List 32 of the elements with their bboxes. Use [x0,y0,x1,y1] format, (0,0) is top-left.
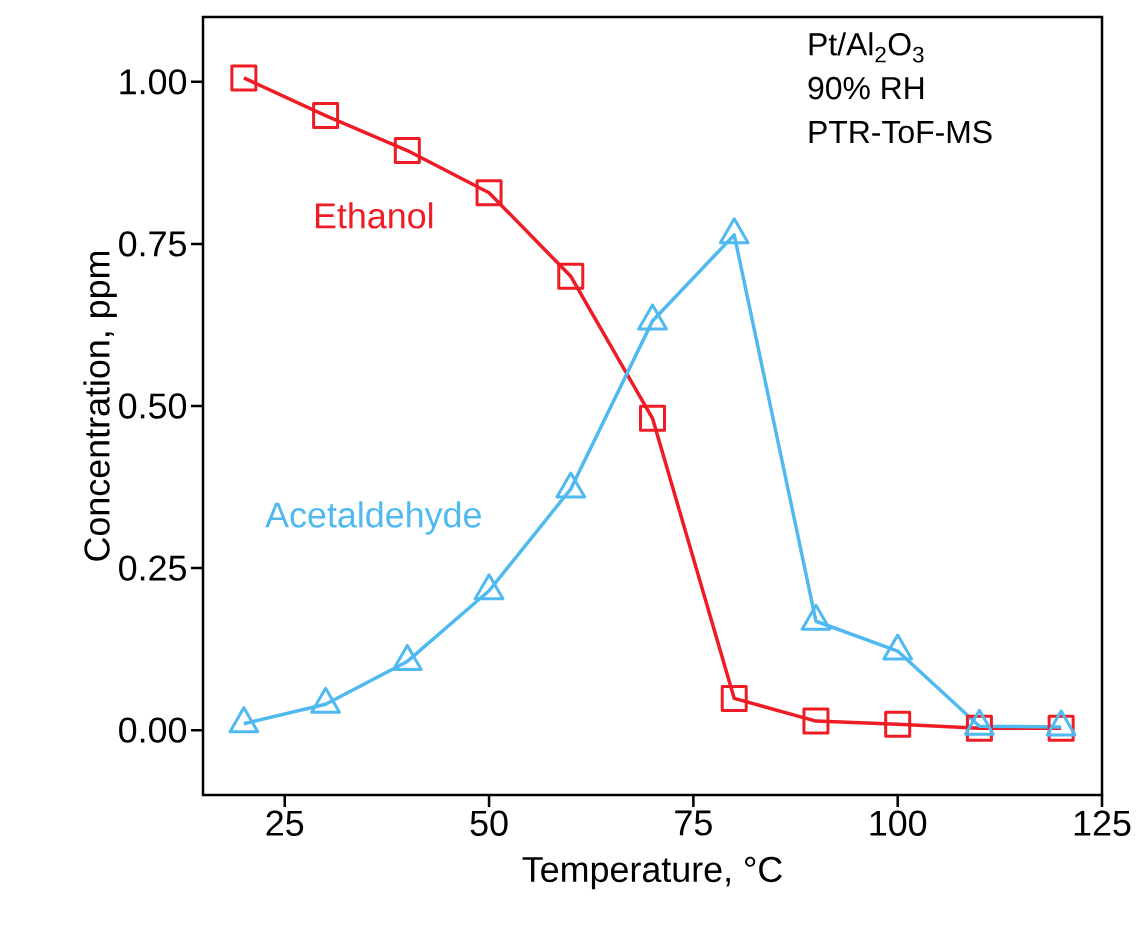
point [393,137,421,165]
point [882,633,914,661]
point [1045,709,1077,737]
point [312,102,340,130]
point [473,573,505,601]
series-label: Ethanol [315,202,433,229]
x-tick-label: 125 [1074,810,1131,836]
point [555,471,587,499]
y-axis-title: Concentration, ppm [83,251,117,561]
point [475,179,503,207]
x-tick-label: 100 [870,810,927,836]
y-tick-label: 0.25 [119,555,186,581]
y-tick-label: 0.75 [119,231,186,257]
point [557,262,585,290]
y-tick-label: 0.00 [119,717,187,743]
y-tick-label: 0.50 [119,393,187,419]
y-tick-label: 1.00 [120,69,187,95]
point [800,603,832,631]
point [310,686,341,714]
annotation: Pt/Al$_{2}$O$_{3}$ [809,32,924,63]
point [230,64,258,92]
x-tick-label: 50 [470,810,508,836]
point [639,404,667,432]
x-axis-title: Temperature, °C [522,856,782,890]
annotation: PTR-ToF-MS [809,120,992,144]
point [964,708,995,736]
x-tick-label: 75 [675,810,712,836]
series-label: Acetaldehyde [265,501,481,535]
point [228,706,260,734]
point [391,643,423,671]
annotation: 90% RH [808,76,924,100]
x-tick-label: 25 [266,810,304,836]
